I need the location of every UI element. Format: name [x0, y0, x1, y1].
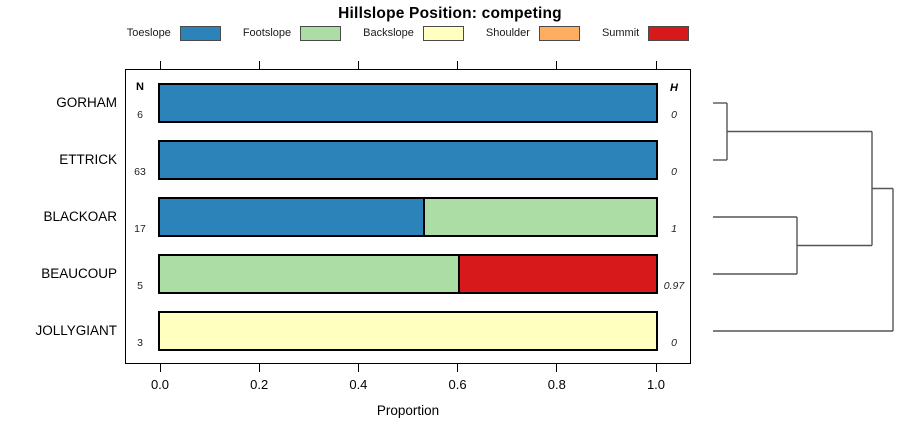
axis-tick-label: 1.0	[646, 377, 666, 392]
h-column-header: H	[670, 82, 678, 94]
legend-item: Shoulder	[485, 25, 580, 41]
legend-item-label: Footslope	[242, 27, 292, 39]
legend-item-label: Toeslope	[126, 27, 171, 39]
legend-item: Toeslope	[126, 25, 221, 41]
h-value: 1	[671, 223, 677, 235]
axis-tick-bottom	[258, 364, 260, 372]
legend-swatch	[422, 25, 464, 41]
bar-segment	[160, 256, 458, 292]
legend-swatch	[538, 25, 580, 41]
stacked-bar	[158, 311, 658, 351]
h-value: 0.97	[663, 280, 685, 292]
axis-tick-bottom	[556, 364, 558, 372]
series-label: GORHAM	[56, 95, 117, 110]
h-value: 0	[671, 109, 677, 121]
series-label: BEAUCOUP	[41, 266, 117, 281]
n-column-header: N	[136, 81, 144, 93]
axis-tick-top	[258, 61, 260, 69]
h-value: 0	[671, 337, 677, 349]
legend-swatch	[300, 25, 342, 41]
legend-item: Summit	[601, 25, 690, 41]
legend-item-label: Shoulder	[485, 27, 530, 39]
bar-segment	[422, 199, 656, 235]
legend-swatch	[179, 25, 221, 41]
axis-tick-label: 0.8	[547, 377, 566, 392]
n-value: 17	[134, 223, 146, 235]
legend-item: Footslope	[242, 25, 342, 41]
axis-tick-bottom	[655, 364, 657, 372]
axis-tick-label: 0.4	[349, 377, 368, 392]
axis-tick-bottom	[357, 364, 359, 372]
stacked-bar	[158, 83, 658, 123]
n-value: 3	[137, 337, 143, 349]
axis-tick-bottom	[159, 364, 161, 372]
axis-tick-top	[457, 61, 459, 69]
legend-swatch	[648, 25, 690, 41]
chart-title: Hillslope Position: competing	[338, 5, 562, 22]
n-value: 5	[137, 280, 143, 292]
legend: Toeslope Footslope Backslope Shoulder Summit	[0, 24, 816, 42]
axis-tick-label: 0.0	[150, 377, 170, 392]
n-value: 6	[137, 109, 143, 121]
bar-segment	[160, 142, 656, 178]
n-value: 63	[134, 166, 146, 178]
series-label: BLACKOAR	[43, 209, 117, 224]
axis-tick-top	[556, 61, 558, 69]
axis-tick-top	[357, 61, 359, 69]
h-value: 0	[671, 166, 677, 178]
stacked-bar	[158, 140, 658, 180]
legend-item-label: Summit	[601, 27, 640, 39]
stacked-bar	[158, 197, 658, 237]
bar-segment	[160, 85, 656, 121]
axis-tick-top	[655, 61, 657, 69]
series-label: JOLLYGIANT	[35, 323, 117, 338]
bar-segment	[160, 199, 423, 235]
stacked-bar	[158, 254, 658, 294]
axis-tick-top	[159, 61, 161, 69]
axis-tick-label: 0.2	[250, 377, 269, 392]
axis-tick-bottom	[457, 364, 459, 372]
legend-item: Backslope	[363, 25, 464, 41]
bar-segment	[160, 313, 656, 349]
axis-tick-label: 0.6	[448, 377, 467, 392]
x-axis-title: Proportion	[376, 403, 440, 418]
bar-segment	[457, 256, 656, 292]
series-label: ETTRICK	[59, 152, 117, 167]
legend-item-label: Backslope	[363, 27, 414, 39]
